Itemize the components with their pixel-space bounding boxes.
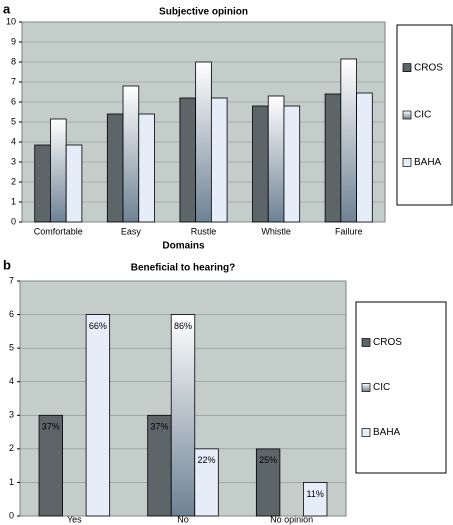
bar [283,105,301,223]
bar [65,144,83,223]
data-label: 11% [307,489,324,499]
y-tick-label: 4 [9,376,14,386]
bar [303,482,328,517]
bar [252,105,269,223]
x-tick-label: Yes [67,514,82,524]
y-tick-label: 1 [11,196,16,206]
legend-label: CROS [414,62,443,73]
y-tick-label: 0 [11,216,16,226]
chart-title: Subjective opinion [159,7,248,18]
panel-label: b [3,257,11,272]
bar [340,58,357,223]
x-tick-label: Whistle [261,226,291,236]
bar [210,97,228,223]
y-tick-label: 2 [9,443,14,453]
y-tick-label: 0 [9,510,14,520]
data-label: 37% [42,422,60,432]
bar [122,85,140,223]
chart-title: Beneficial to hearing? [131,263,235,274]
legend-label: CIC [414,110,431,121]
bar [85,314,111,517]
legend-swatch [402,63,412,72]
legend-swatch [361,338,371,347]
data-label: 37% [150,422,168,432]
y-tick-label: 1 [9,477,14,487]
bar [138,113,155,223]
bar [255,448,281,517]
legend-swatch [402,110,412,120]
bar [356,92,373,223]
legend [355,301,447,474]
x-axis-title: Domains [162,241,205,252]
y-tick-label: 2 [11,176,16,186]
y-tick-label: 6 [9,309,14,319]
bar [170,314,196,517]
data-label: 25% [259,455,277,465]
y-tick-label: 10 [6,16,16,26]
x-tick-label: Easy [121,226,142,236]
data-label: 66% [89,321,107,331]
bar [50,118,67,223]
x-tick-label: No opinion [270,514,313,524]
y-tick-label: 3 [11,156,16,166]
bar [267,95,285,223]
bar [34,144,51,223]
legend-swatch [361,383,371,392]
bar [324,93,342,223]
legend-swatch [402,158,412,167]
legend-label: CIC [373,382,390,393]
bar [194,448,219,517]
legend-label: BAHA [373,427,401,438]
bar [179,97,197,223]
bar [195,61,212,223]
bar [38,414,63,517]
y-tick-label: 5 [9,343,14,353]
y-tick-label: 8 [11,56,16,66]
legend-swatch [361,428,371,437]
x-tick-label: Failure [335,226,363,236]
panel-label: a [3,1,11,16]
legend-label: CROS [373,337,402,348]
x-tick-label: Comfortable [34,226,83,236]
x-tick-label: Rustle [191,226,217,236]
y-tick-label: 7 [11,76,16,86]
y-tick-label: 4 [11,136,16,146]
data-label: 86% [174,321,192,331]
y-tick-label: 6 [11,96,16,106]
y-tick-label: 7 [9,275,14,285]
bar [106,113,124,223]
x-tick-label: No [177,514,189,524]
y-tick-label: 9 [11,36,16,46]
data-label: 22% [198,455,216,465]
y-tick-label: 5 [11,116,16,126]
y-tick-label: 3 [9,410,14,420]
legend-label: BAHA [414,157,442,168]
